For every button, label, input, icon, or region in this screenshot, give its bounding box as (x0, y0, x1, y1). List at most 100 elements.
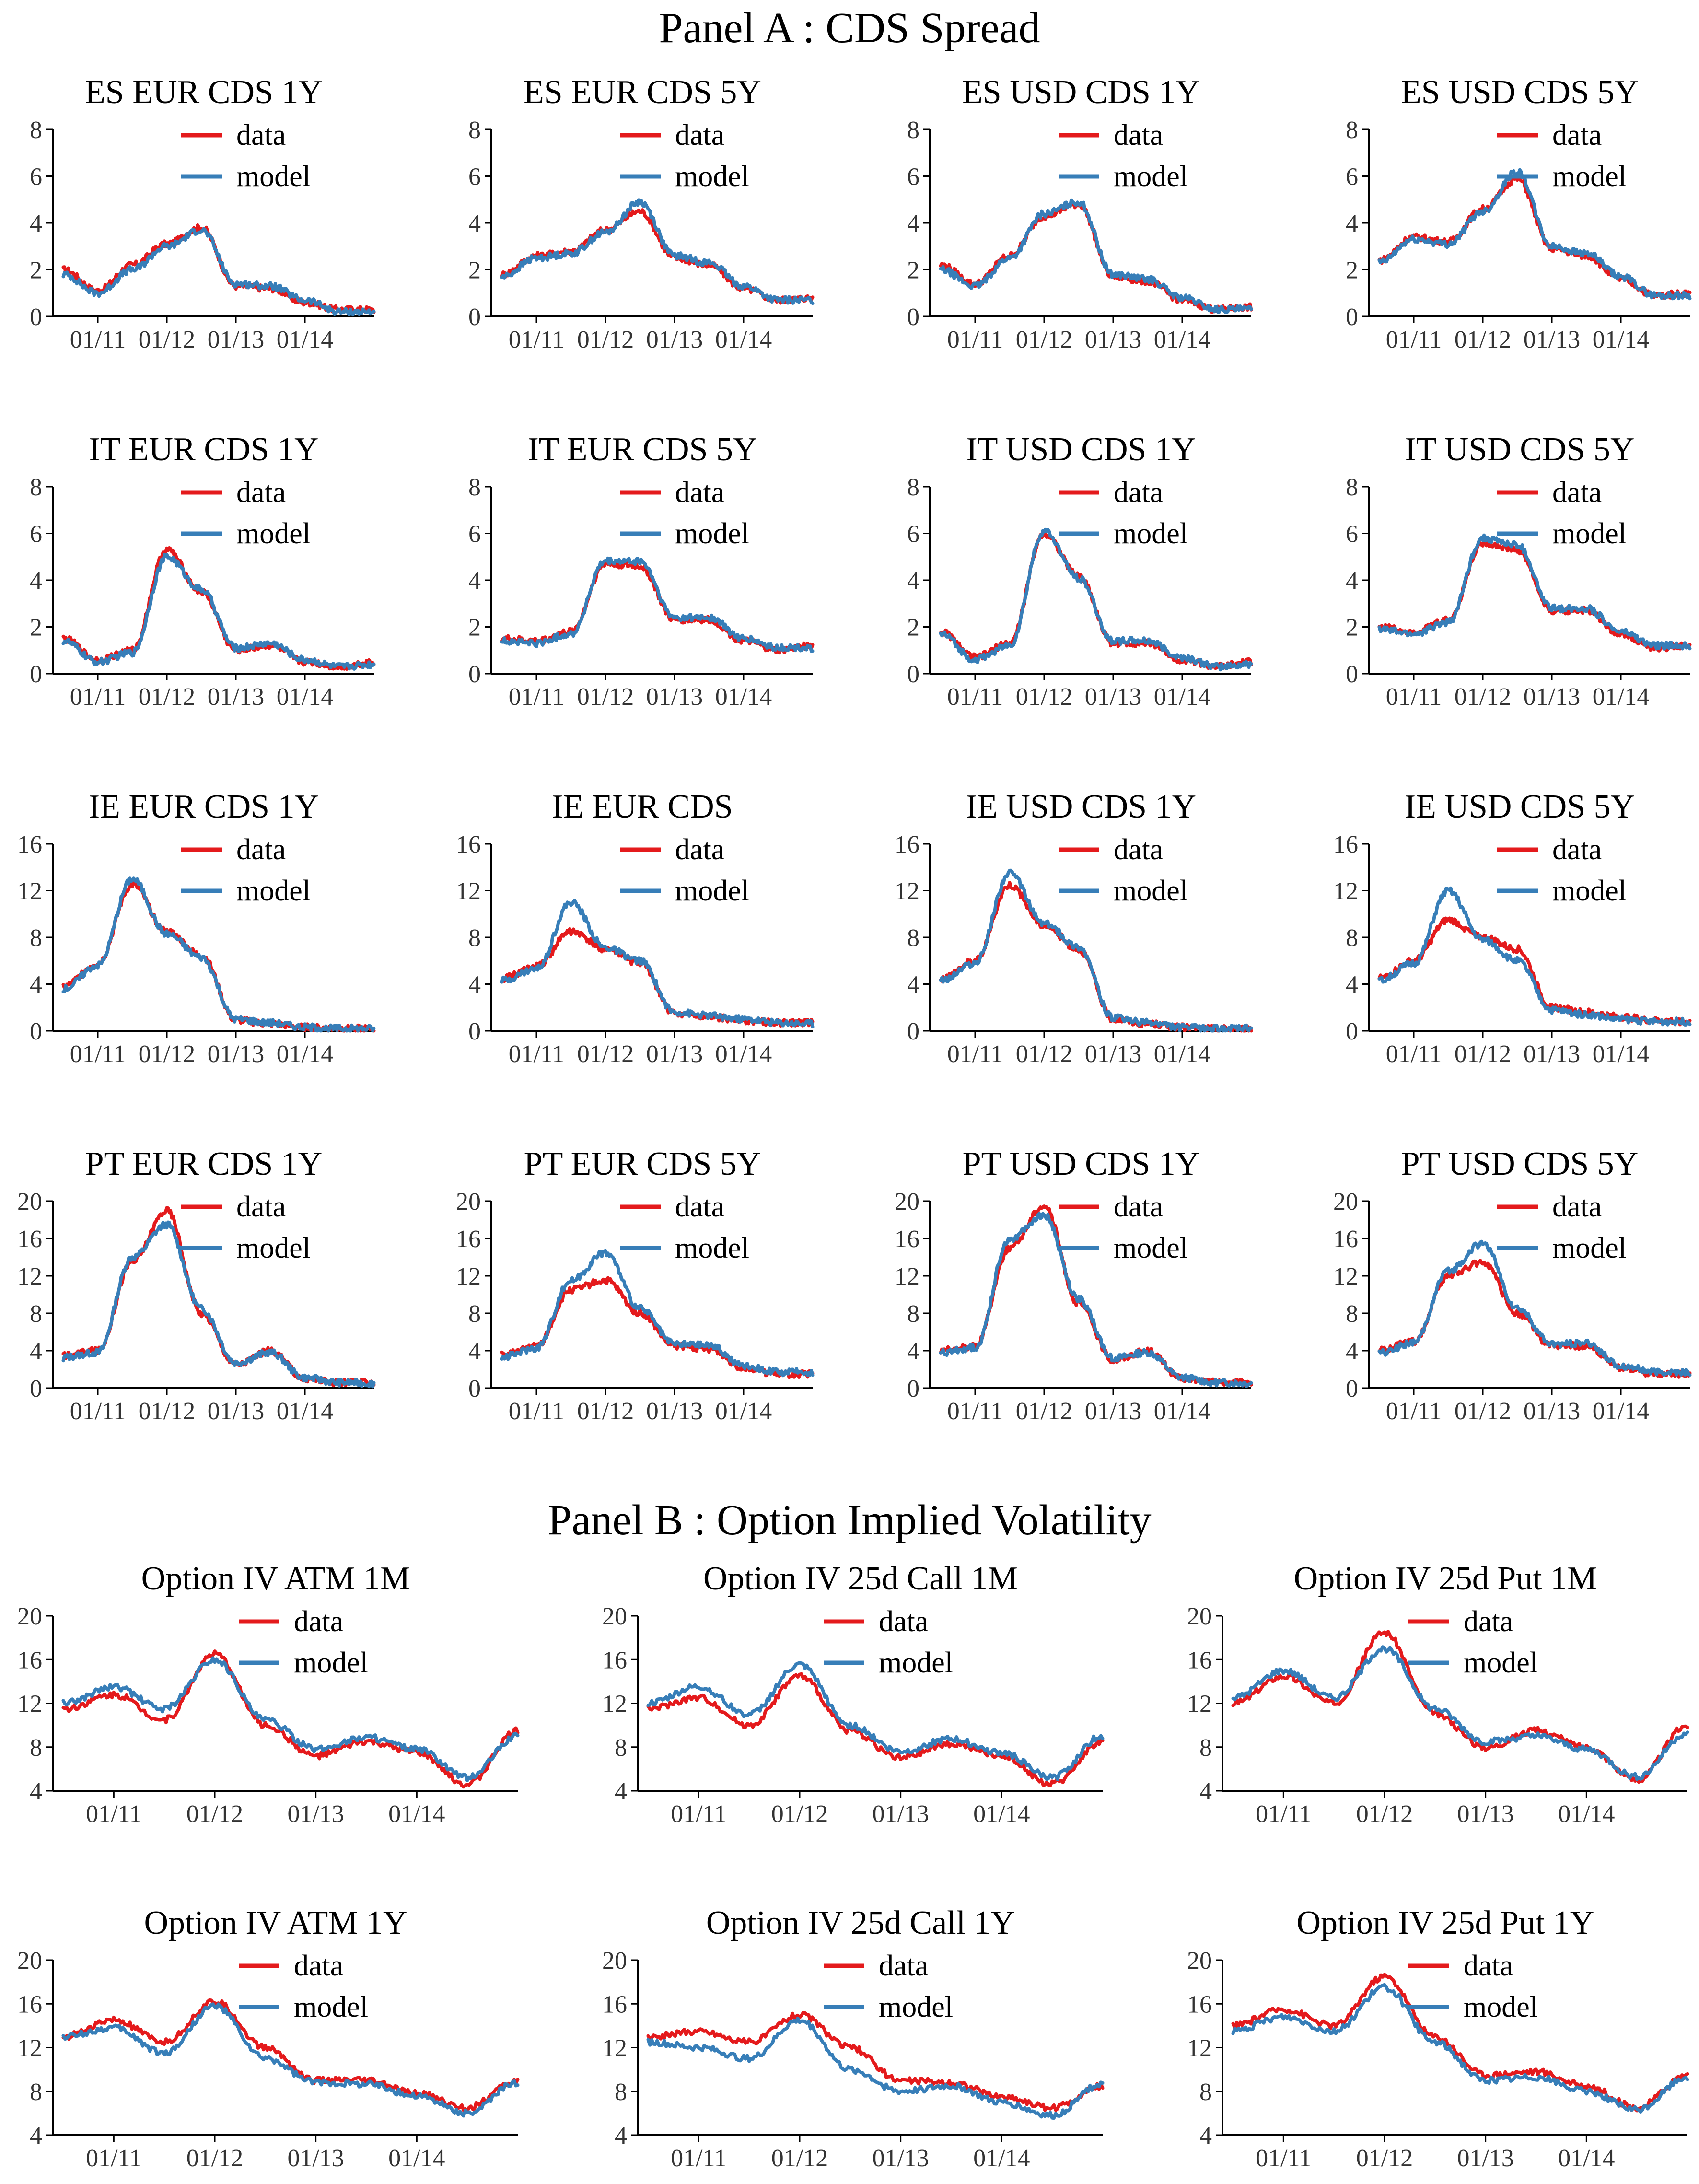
legend-label-model: model (294, 1647, 368, 1679)
y-tick-label: 16 (602, 1647, 627, 1674)
x-tick-label: 01/11 (509, 683, 565, 711)
x-tick-label: 01/14 (1154, 1040, 1210, 1068)
y-tick-label: 16 (1187, 1647, 1212, 1674)
x-tick-label: 01/13 (1457, 1800, 1513, 1828)
chart-title: Option IV 25d Put 1M (1294, 1560, 1597, 1597)
series-line-data (61, 1998, 520, 2113)
x-tick-label: 01/12 (186, 2145, 243, 2172)
y-tick-label: 4 (30, 567, 42, 595)
y-tick-label: 0 (468, 1375, 481, 1402)
x-tick-label: 01/14 (388, 2145, 445, 2172)
legend-label-model: model (236, 1232, 311, 1264)
x-tick-label: 01/11 (70, 326, 126, 353)
x-tick-label: 01/13 (1524, 326, 1580, 353)
x-tick-label: 01/12 (1016, 1040, 1072, 1068)
y-tick-label: 0 (30, 304, 42, 331)
y-tick-label: 20 (602, 1603, 627, 1630)
chart-title: ES USD CDS 1Y (962, 74, 1200, 111)
legend-label-model: model (236, 160, 311, 193)
x-tick-label: 01/12 (1356, 2145, 1413, 2172)
chart-title: Option IV 25d Put 1Y (1297, 1904, 1594, 1941)
y-tick-label: 8 (615, 1734, 627, 1762)
y-tick-label: 4 (1346, 1338, 1358, 1365)
x-tick-label: 01/13 (872, 2145, 929, 2172)
x-tick-label: 01/14 (1593, 1398, 1649, 1425)
series-line-model (500, 899, 815, 1029)
y-tick-label: 20 (895, 1188, 919, 1215)
y-tick-label: 0 (468, 661, 481, 688)
chart-title: PT USD CDS 5Y (1401, 1145, 1639, 1182)
y-tick-label: 4 (907, 1338, 919, 1365)
x-tick-label: 01/14 (277, 683, 333, 711)
legend-label-model: model (675, 1232, 749, 1264)
x-tick-label: 01/13 (646, 1040, 703, 1068)
chart-21: Option IV 25d Call 1Y 4 8 12 16 20 01/11 01/12 0… (602, 1904, 1105, 2172)
series-line-data (939, 1204, 1253, 1387)
series-line-data (939, 881, 1253, 1033)
x-tick-label: 01/11 (1386, 326, 1442, 353)
x-tick-label: 01/14 (1593, 683, 1649, 711)
y-tick-label: 6 (907, 164, 919, 191)
x-tick-label: 01/12 (577, 1398, 634, 1425)
legend-label-data: data (1552, 476, 1602, 509)
y-tick-label: 16 (17, 1647, 42, 1674)
series-line-model (61, 1656, 520, 1782)
y-tick-label: 6 (30, 521, 42, 548)
y-tick-label: 12 (17, 878, 42, 905)
y-tick-label: 4 (468, 1338, 481, 1365)
chart-title: Option IV 25d Call 1M (703, 1560, 1018, 1597)
legend-label-model: model (1114, 1232, 1188, 1264)
chart-7: IT USD CDS 1Y 0 2 4 6 8 01/11 01/12 01/13 01/14 da… (907, 431, 1253, 711)
x-tick-label: 01/11 (1256, 1800, 1312, 1828)
x-tick-label: 01/14 (1558, 2145, 1615, 2172)
series-line-data (1377, 916, 1692, 1027)
chart-title: Option IV ATM 1M (141, 1560, 410, 1597)
legend-label-model: model (1552, 1232, 1627, 1264)
legend-label-data: data (1114, 833, 1163, 866)
x-tick-label: 01/13 (1085, 1398, 1141, 1425)
series-line-data (61, 881, 376, 1033)
y-tick-label: 20 (17, 1188, 42, 1215)
y-tick-label: 12 (895, 878, 919, 905)
y-tick-label: 2 (30, 614, 42, 642)
y-tick-label: 0 (30, 661, 42, 688)
y-tick-label: 4 (468, 567, 481, 595)
chart-10: IE EUR CDS 0 4 8 12 16 01/11 01/12 01/13 01/14 dat… (456, 788, 815, 1068)
x-tick-label: 01/14 (277, 1040, 333, 1068)
series-line-data (1231, 1630, 1689, 1784)
y-tick-label: 0 (468, 304, 481, 331)
x-tick-label: 01/12 (1455, 1040, 1511, 1068)
chart-title: PT EUR CDS 5Y (524, 1145, 761, 1182)
y-tick-label: 4 (615, 1778, 627, 1805)
chart-22: Option IV 25d Put 1Y 4 8 12 16 20 01/11 01/12 01… (1187, 1904, 1689, 2172)
legend-label-data: data (1114, 476, 1163, 509)
y-tick-label: 20 (1333, 1188, 1358, 1215)
y-tick-label: 8 (468, 117, 481, 144)
x-tick-label: 01/11 (947, 1398, 1003, 1425)
x-tick-label: 01/14 (388, 1800, 445, 1828)
x-tick-label: 01/14 (1593, 326, 1649, 353)
chart-title: Option IV ATM 1Y (144, 1904, 407, 1941)
y-tick-label: 2 (1346, 614, 1358, 642)
x-tick-label: 01/12 (139, 326, 195, 353)
legend-label-model: model (1552, 517, 1627, 550)
x-tick-label: 01/12 (1016, 1398, 1072, 1425)
series-line-data (1231, 1973, 1689, 2113)
x-tick-label: 01/11 (70, 1040, 126, 1068)
x-tick-label: 01/11 (671, 1800, 727, 1828)
legend-label-data: data (1114, 1191, 1163, 1223)
legend-label-data: data (675, 833, 724, 866)
series-line-data (500, 927, 815, 1028)
y-tick-label: 16 (17, 1226, 42, 1253)
chart-6: IT EUR CDS 5Y 0 2 4 6 8 01/11 01/12 01/13 01/14 da… (468, 431, 815, 711)
y-tick-label: 12 (17, 2035, 42, 2062)
legend-label-data: data (1552, 1191, 1602, 1223)
y-tick-label: 20 (456, 1188, 481, 1215)
series-line-data (61, 223, 376, 315)
y-tick-label: 4 (1346, 210, 1358, 237)
legend-label-data: data (1464, 1605, 1513, 1638)
legend-label-data: data (294, 1950, 343, 1982)
series-line-data (939, 530, 1253, 670)
legend-label-model: model (236, 875, 311, 907)
charts-container: ES EUR CDS 1Y 0 2 4 6 8 01/11 01/12 01/13 01/14 da… (17, 74, 1692, 2172)
